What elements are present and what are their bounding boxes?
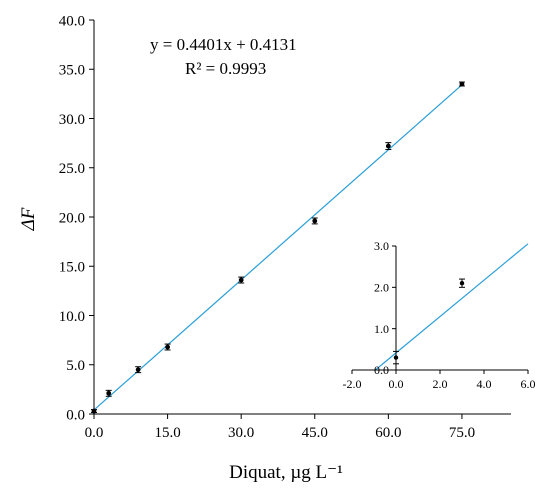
main-x-tick-label: 45.0 (302, 425, 328, 441)
inset-y-tick-label: 0.0 (374, 363, 389, 377)
main-y-tick-label: 15.0 (59, 260, 85, 276)
main-y-tick-label: 40.0 (59, 13, 85, 29)
main-y-tick-label: 35.0 (59, 63, 85, 79)
fit-equation: y = 0.4401x + 0.4131 (150, 35, 297, 54)
inset-points-layer (393, 278, 465, 365)
inset-fit-line (374, 243, 529, 371)
inset-y-tick-label: 3.0 (374, 239, 389, 253)
main-y-tick-label: 25.0 (59, 161, 85, 177)
main-data-point (238, 277, 244, 283)
x-axis-label: Diquat, µg L⁻¹ (229, 462, 343, 483)
main-fit-line (93, 84, 463, 411)
inset-data-point (459, 281, 465, 286)
inset-x-tick-label: 0.0 (389, 377, 404, 391)
main-x-tick-label: 0.0 (85, 425, 104, 441)
inset-plot: -2.0 0.0 2.0 4.0 6.0 0.0 1.0 2.0 3.0 (343, 239, 536, 391)
inset-x-tick-label: -2.0 (343, 377, 362, 391)
main-y-tick-label: 30.0 (59, 112, 85, 128)
main-data-point (165, 344, 170, 350)
main-y-tick-label: 0.0 (66, 407, 85, 423)
main-points-layer (91, 81, 465, 414)
inset-ticks-layer: -2.0 0.0 2.0 4.0 6.0 0.0 1.0 2.0 3.0 (343, 239, 536, 391)
main-data-point (106, 390, 112, 396)
inset-y-tick-label: 2.0 (374, 281, 389, 295)
main-y-tick-label: 5.0 (66, 358, 85, 374)
main-x-tick-label: 60.0 (375, 425, 401, 441)
y-axis-label: ΔF (18, 207, 39, 231)
main-fit-layer (93, 84, 463, 411)
main-x-tick-label: 30.0 (228, 425, 254, 441)
r-squared: R² = 0.9993 (185, 59, 266, 78)
inset-fit-layer (374, 243, 529, 371)
inset-x-tick-label: 6.0 (521, 377, 536, 391)
inset-x-tick-label: 4.0 (477, 377, 492, 391)
main-x-tick-label: 75.0 (449, 425, 475, 441)
inset-axes-layer (352, 246, 528, 371)
main-plot: 0.0 15.0 30.0 45.0 60.0 75.0 0.0 5.0 10.0 15.0 20.… (18, 13, 511, 483)
main-y-tick-label: 20.0 (59, 210, 85, 226)
main-x-tick-label: 15.0 (154, 425, 180, 441)
inset-x-tick-label: 2.0 (433, 377, 448, 391)
main-data-point (385, 143, 391, 149)
main-y-tick-label: 10.0 (59, 309, 85, 325)
main-data-point (135, 367, 141, 373)
main-data-point (312, 218, 318, 224)
main-data-point (459, 81, 465, 87)
inset-y-tick-label: 1.0 (374, 322, 389, 336)
main-ticks-layer: 0.0 15.0 30.0 45.0 60.0 75.0 0.0 5.0 10.0 15.0 20.… (59, 13, 475, 441)
